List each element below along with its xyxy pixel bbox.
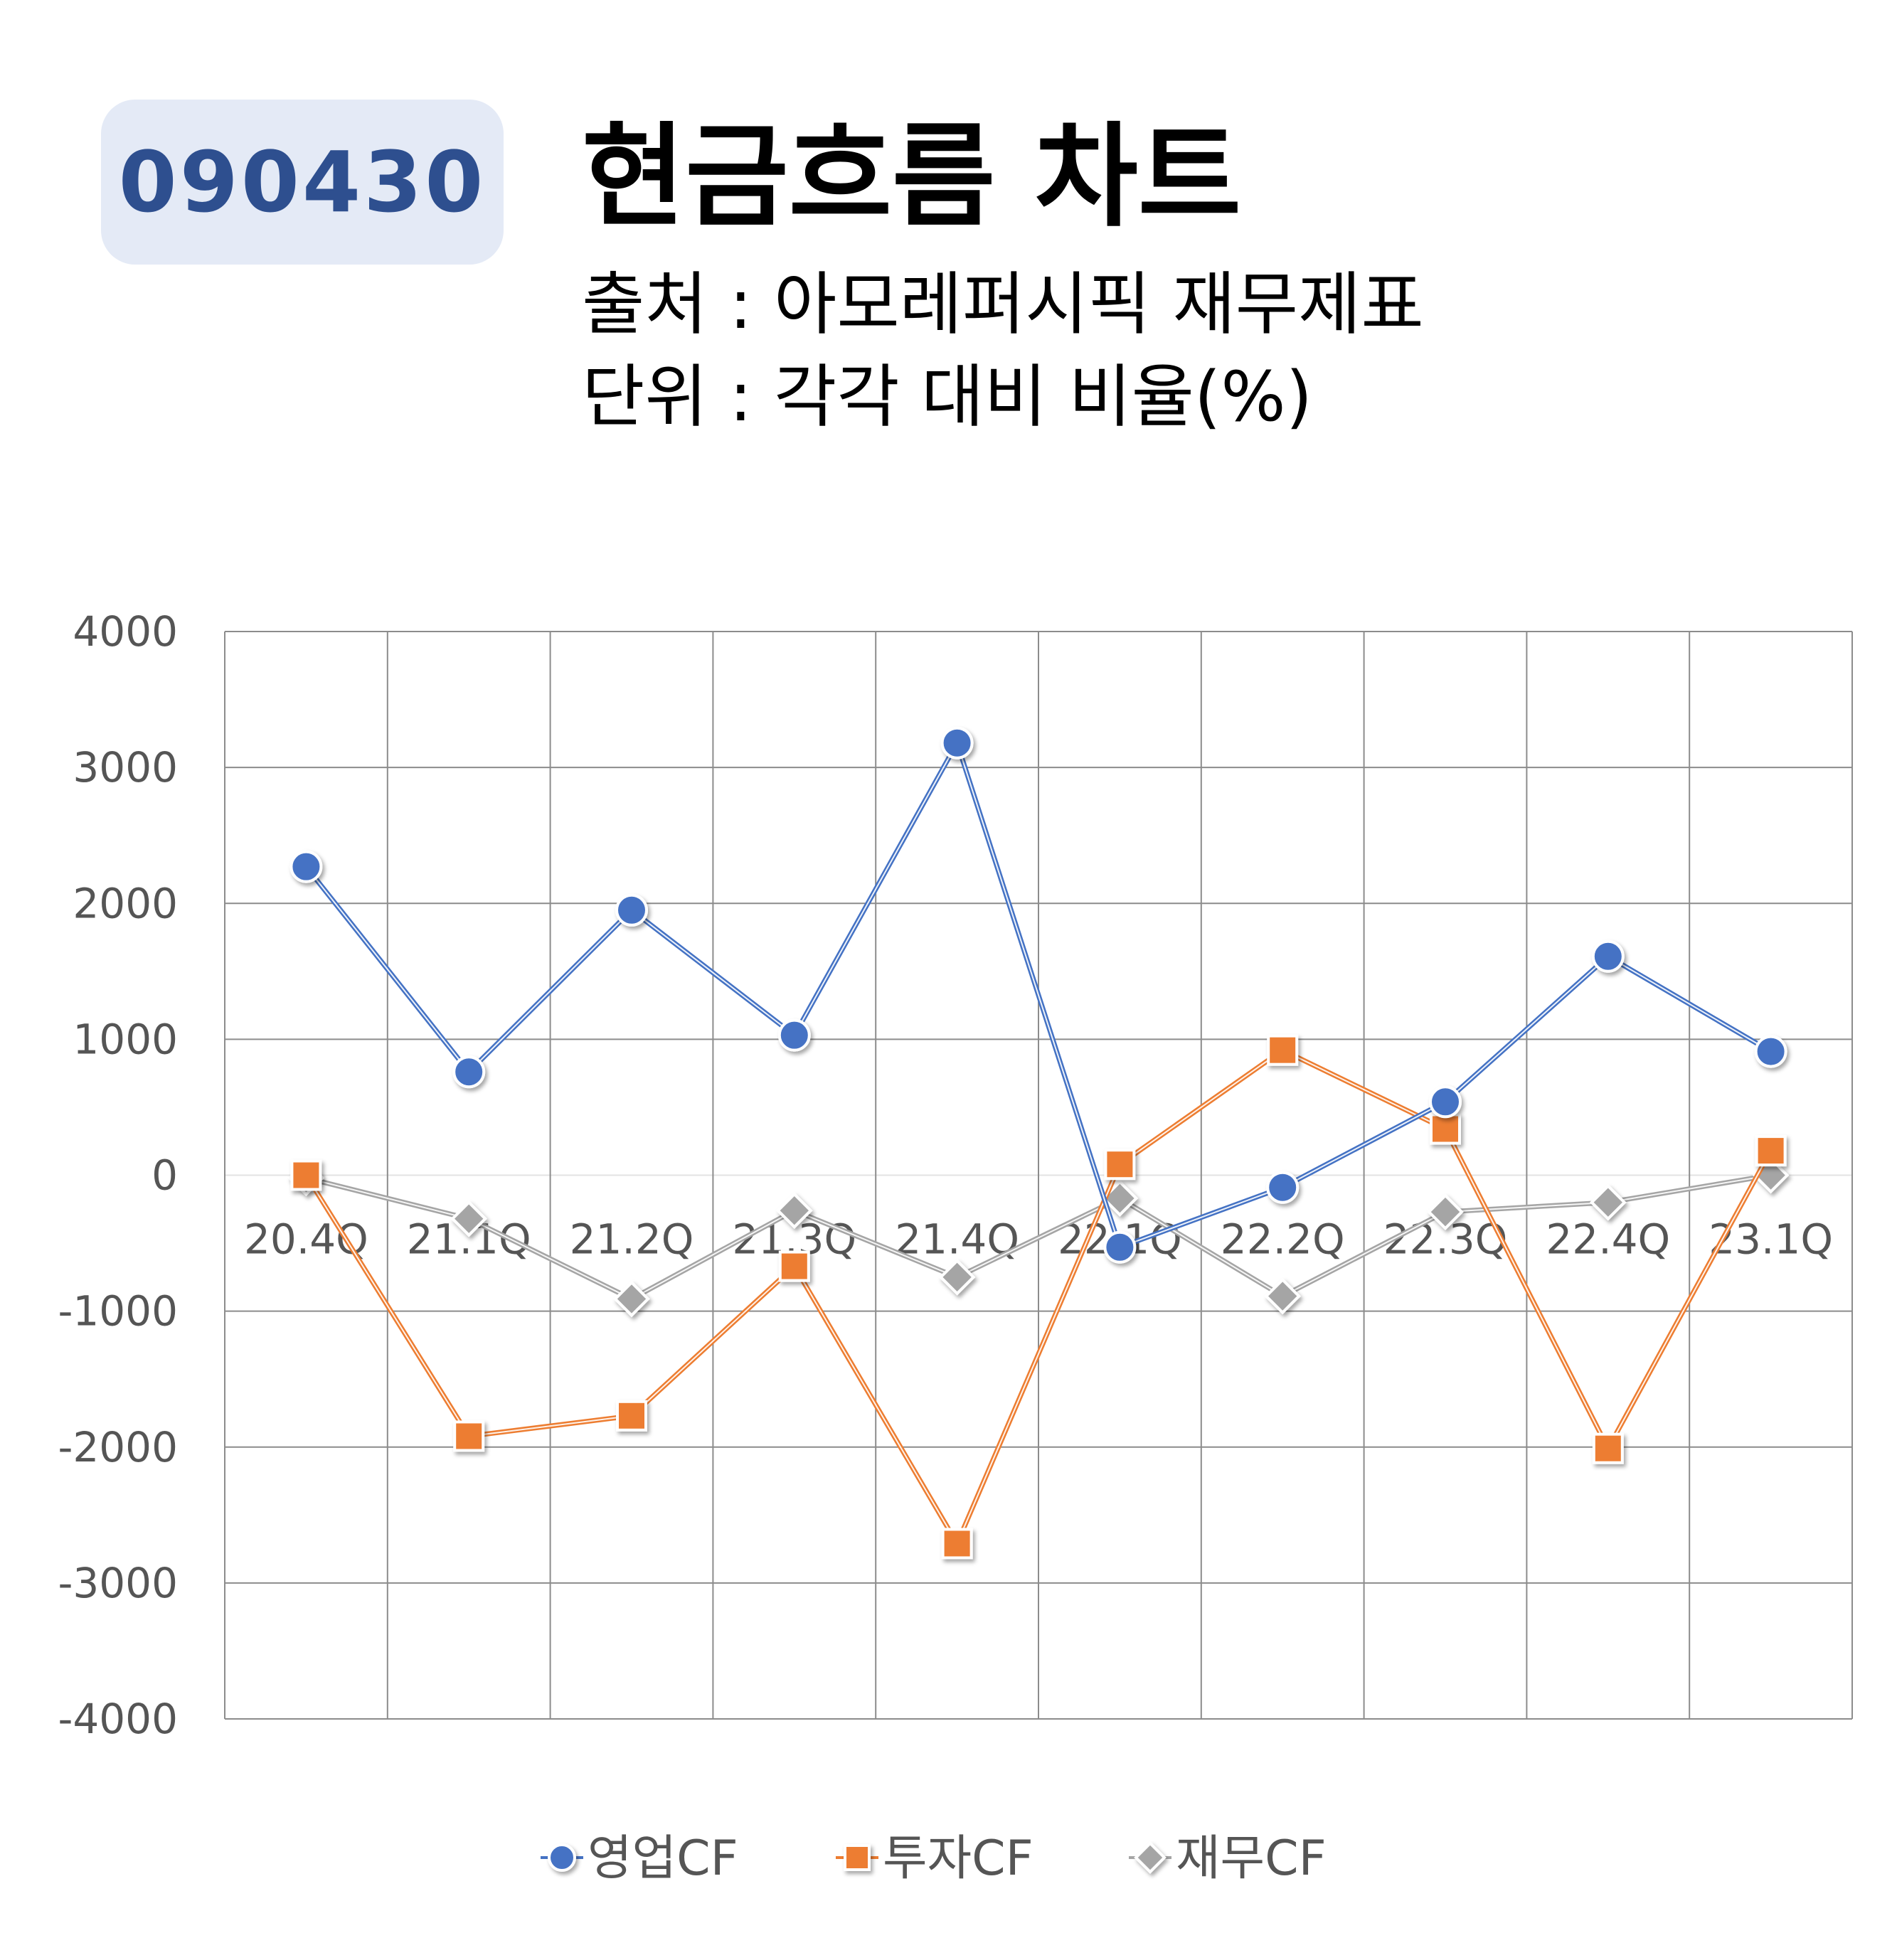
data-point — [453, 1420, 485, 1452]
data-point — [941, 1528, 973, 1560]
data-point — [616, 1400, 647, 1432]
y-tick-label: -4000 — [58, 1695, 178, 1743]
series-1 — [289, 726, 1787, 1264]
stock-code-badge: 090430 — [101, 100, 504, 265]
x-tick-label: 22.2Q — [1221, 1215, 1345, 1264]
x-axis-ticks: 20.4Q21.1Q21.2Q21.3Q21.4Q22.1Q22.2Q22.3Q… — [244, 1215, 1833, 1264]
data-point — [289, 850, 323, 883]
data-point — [1103, 1230, 1137, 1264]
data-point — [450, 1200, 488, 1237]
y-tick-label: 3000 — [73, 743, 178, 792]
legend-marker — [844, 1844, 871, 1871]
y-tick-label: 0 — [152, 1151, 178, 1200]
data-point — [1592, 1432, 1624, 1464]
data-point — [1430, 1113, 1461, 1145]
x-tick-label: 21.2Q — [570, 1215, 694, 1264]
y-tick-label: 1000 — [73, 1015, 178, 1063]
data-point — [1267, 1034, 1299, 1066]
legend-item: 재무CF — [1129, 1831, 1327, 1887]
legend-label: 투자CF — [883, 1831, 1033, 1887]
data-point — [1264, 1277, 1302, 1315]
x-tick-label: 23.1Q — [1709, 1215, 1833, 1264]
data-point — [1104, 1149, 1136, 1181]
data-point — [613, 1280, 650, 1318]
y-tick-label: -3000 — [58, 1559, 178, 1607]
data-point — [1427, 1193, 1464, 1230]
x-tick-label: 22.4Q — [1546, 1215, 1670, 1264]
data-point — [1589, 1183, 1627, 1221]
series — [287, 726, 1790, 1560]
data-point — [452, 1055, 486, 1089]
series-2 — [290, 1034, 1787, 1560]
y-tick-label: -1000 — [58, 1287, 178, 1336]
data-point — [1266, 1171, 1300, 1204]
y-tick-label: 2000 — [73, 879, 178, 927]
data-point — [1755, 1135, 1787, 1167]
series-line-inner — [306, 1174, 1771, 1300]
data-point — [778, 1250, 810, 1282]
stock-code: 090430 — [118, 133, 487, 231]
legend-item: 투자CF — [836, 1831, 1033, 1887]
x-tick-label: 20.4Q — [244, 1215, 368, 1264]
data-point — [775, 1192, 813, 1230]
legend-label: 영업CF — [588, 1831, 738, 1887]
legend-label: 재무CF — [1176, 1831, 1327, 1887]
chart-title: 현금흐름 차트 — [582, 112, 1242, 243]
data-point — [290, 1159, 322, 1191]
grid — [224, 631, 1853, 1720]
legend: 영업CF 투자CF 재무CF — [541, 1831, 1327, 1887]
legend-item: 영업CF — [541, 1831, 738, 1887]
data-point — [1754, 1035, 1787, 1068]
legend-marker — [548, 1843, 576, 1872]
unit-note: 단위 : 각각 대비 비율(%) — [582, 357, 1313, 437]
data-point — [1429, 1085, 1462, 1119]
y-tick-label: -2000 — [58, 1423, 178, 1471]
y-tick-label: 4000 — [73, 607, 178, 656]
data-point — [940, 726, 974, 760]
data-point — [777, 1018, 811, 1052]
legend-marker — [1134, 1841, 1167, 1874]
y-axis-ticks: 4000 3000 2000 1000 0 -1000 -2000 -3000 -4000 — [58, 607, 178, 1743]
data-point — [938, 1259, 976, 1296]
data-point — [615, 893, 648, 927]
data-point — [1591, 939, 1625, 973]
series-line-inner — [305, 1049, 1772, 1545]
series-line-inner — [305, 742, 1772, 1248]
source-note: 출처 : 아모레퍼시픽 재무제표 — [582, 265, 1424, 344]
